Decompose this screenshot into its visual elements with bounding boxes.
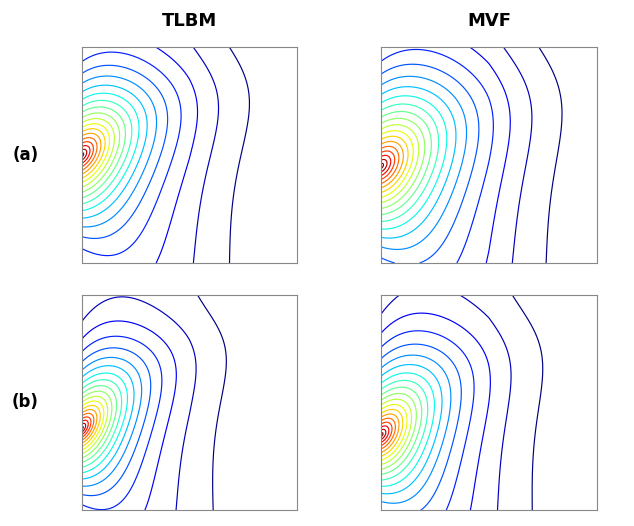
Text: (b): (b)	[12, 393, 39, 411]
Text: TLBM: TLBM	[162, 12, 217, 30]
Text: (a): (a)	[12, 146, 39, 164]
Text: MVF: MVF	[467, 12, 511, 30]
